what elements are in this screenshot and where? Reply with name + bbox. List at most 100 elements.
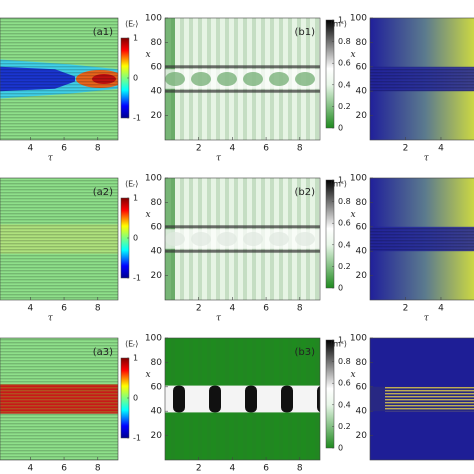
x-axis-label: τ	[424, 314, 430, 324]
panel-label: (a1)	[93, 27, 113, 38]
colorbar-tick-label: 0.4	[338, 240, 351, 249]
stripes	[0, 18, 118, 140]
band-stripes	[370, 226, 474, 252]
colorbar-tick-label: 0	[338, 444, 343, 453]
y-tick-label: 80	[151, 358, 163, 368]
frame	[164, 17, 321, 141]
colorbar-tick-label: 0.8	[338, 357, 351, 366]
panel: (b1) 2 4 6 8 τ 20 40 60 80 100 x 1 0.8 0.6 0.4 0.2 0 ⟨mˢ⟩	[145, 14, 351, 164]
x-tick-label: 4	[230, 144, 236, 154]
heatmap	[165, 178, 320, 300]
colorbar-tick-label: 0	[338, 124, 343, 133]
x-tick-label: 2	[196, 304, 202, 314]
heatmap	[370, 18, 474, 140]
panel-label: (b3)	[294, 347, 315, 358]
heatmap	[0, 178, 118, 300]
colorbar-tick-label: 1	[133, 194, 138, 203]
colorbar-tick-label: 0	[338, 284, 343, 293]
y-axis-label: x	[145, 210, 150, 220]
colorbar-tick-label: 0	[133, 74, 138, 83]
colorbar-tick-label: 0	[133, 394, 138, 403]
panel: (a2) 4 6 8 τ 1 0 -1 ⟨Eᵣ⟩	[0, 177, 141, 324]
colorbar-tick-label: 1	[133, 34, 138, 43]
y-tick-label: 20	[356, 431, 368, 441]
y-tick-label: 20	[151, 271, 163, 281]
colorbar-tick-label: -1	[133, 274, 141, 283]
y-tick-label: 80	[356, 358, 368, 368]
colorbar-tick-label: 0.2	[338, 422, 351, 431]
y-tick-label: 80	[356, 198, 368, 208]
y-tick-label: 100	[350, 174, 367, 184]
x-tick-label: 2	[403, 144, 409, 154]
x-tick-label: 8	[95, 144, 101, 154]
blob	[269, 232, 289, 246]
colorbar-tick-label: 1	[338, 16, 343, 25]
colorbar-tick-label: 1	[338, 336, 343, 345]
colorbar-tick-label: 1	[133, 354, 138, 363]
colorbar-tick-label: 0.8	[338, 37, 351, 46]
colorbar-tick-label: -1	[133, 434, 141, 443]
heatmap	[0, 338, 118, 460]
colorbar-tick-label: 0.8	[338, 197, 351, 206]
x-tick-label: 8	[297, 464, 303, 474]
colorbar	[325, 19, 335, 129]
y-tick-label: 100	[350, 14, 367, 24]
panel: (b2) 2 4 6 8 τ 20 40 60 80 100 x 1 0.8 0.6 0.4 0.2 0 ⟨mˢ⟩	[145, 174, 351, 324]
y-tick-label: 40	[356, 87, 368, 97]
panel-label: (a2)	[93, 187, 113, 198]
frame	[0, 17, 119, 141]
y-tick-label: 100	[145, 334, 162, 344]
blob	[191, 72, 211, 86]
y-tick-label: 40	[356, 407, 368, 417]
x-tick-label: 8	[95, 304, 101, 314]
colorbar-tick-label: 0.6	[338, 59, 351, 68]
blob	[165, 72, 185, 86]
colorbar-label: ⟨Eᵣ⟩	[125, 340, 138, 349]
frame	[0, 177, 119, 301]
colorbar-tick-label: 0.6	[338, 379, 351, 388]
y-tick-label: 80	[151, 198, 163, 208]
x-axis-label: τ	[216, 154, 222, 164]
blob	[269, 72, 289, 86]
panel: (a3)4 6 810-1⟨Eᵣ⟩	[0, 337, 141, 474]
y-tick-label: 80	[356, 38, 368, 48]
colorbar-label: ⟨mˢ⟩	[330, 340, 347, 349]
stripes	[0, 338, 118, 460]
x-tick-label: 8	[297, 144, 303, 154]
blob	[295, 232, 315, 246]
blob	[243, 72, 263, 86]
x-axis-label: τ	[216, 314, 222, 324]
y-tick-label: 40	[151, 247, 163, 257]
y-tick-label: 80	[151, 38, 163, 48]
band-stripes	[385, 386, 474, 412]
frame	[369, 337, 474, 461]
y-axis-label: x	[350, 370, 355, 380]
y-axis-label: x	[145, 50, 150, 60]
y-tick-label: 60	[356, 222, 368, 232]
blob	[191, 232, 211, 246]
panel: (a1) 4 6 8 τ 1 0 -1 ⟨Eᵣ⟩	[0, 17, 141, 164]
y-tick-label: 20	[151, 431, 163, 441]
frame	[369, 177, 474, 301]
wall	[165, 65, 320, 69]
dark-blob	[317, 385, 320, 413]
y-axis-label: x	[350, 210, 355, 220]
panel: 2 4τ 20 40 60 80 100 x	[350, 174, 474, 324]
colorbar-label: ⟨mˢ⟩	[330, 180, 347, 189]
dark-blob	[209, 385, 221, 413]
dark-blob	[281, 385, 293, 413]
panel-label: (b1)	[294, 27, 315, 38]
stripes	[0, 178, 118, 300]
x-tick-label: 8	[297, 304, 303, 314]
y-tick-label: 20	[356, 111, 368, 121]
y-tick-label: 60	[356, 382, 368, 392]
x-tick-label: 6	[263, 144, 269, 154]
panel: 20 40 60 80 100 x	[350, 334, 474, 461]
frame	[369, 17, 474, 141]
heatmap	[0, 18, 118, 140]
y-tick-label: 60	[356, 62, 368, 72]
y-tick-label: 100	[350, 334, 367, 344]
blob	[217, 232, 237, 246]
blob	[165, 232, 185, 246]
